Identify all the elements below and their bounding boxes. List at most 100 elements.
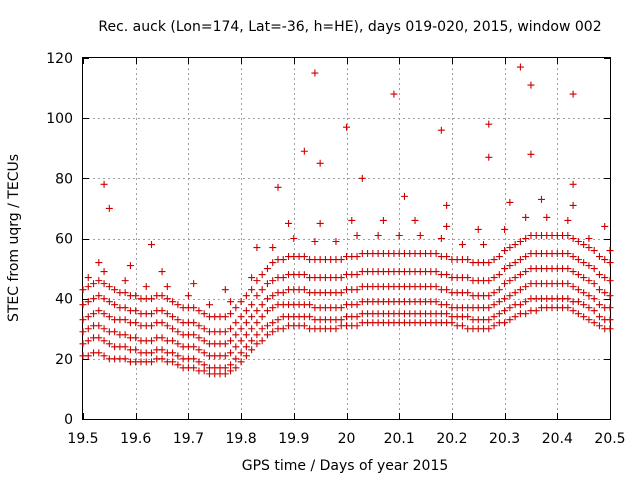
data-point bbox=[464, 274, 472, 282]
data-point bbox=[506, 198, 514, 206]
data-point bbox=[269, 319, 277, 327]
data-point bbox=[242, 343, 250, 351]
data-point bbox=[495, 286, 503, 294]
data-point bbox=[569, 201, 577, 209]
data-point bbox=[205, 301, 213, 309]
data-point bbox=[537, 195, 545, 203]
data-point bbox=[522, 235, 530, 242]
data-point bbox=[148, 310, 156, 318]
data-point bbox=[84, 352, 92, 360]
data-point bbox=[443, 222, 451, 230]
data-point bbox=[221, 313, 229, 321]
data-point bbox=[100, 180, 108, 188]
data-point bbox=[506, 304, 514, 312]
data-point bbox=[258, 271, 266, 279]
data-point bbox=[274, 183, 282, 191]
data-point bbox=[84, 283, 92, 291]
data-point bbox=[595, 313, 603, 321]
data-point bbox=[248, 286, 256, 294]
data-point bbox=[595, 253, 603, 261]
data-point bbox=[337, 304, 345, 312]
data-point bbox=[148, 241, 156, 249]
data-point bbox=[174, 328, 182, 336]
data-point bbox=[501, 247, 509, 255]
data-point bbox=[132, 346, 140, 354]
data-point bbox=[332, 325, 340, 333]
data-point bbox=[564, 295, 572, 303]
data-point bbox=[227, 361, 235, 369]
data-point bbox=[332, 238, 340, 246]
data-point bbox=[300, 286, 308, 294]
data-point bbox=[490, 274, 498, 282]
data-point bbox=[121, 316, 129, 324]
data-point bbox=[227, 325, 235, 333]
data-point bbox=[448, 319, 456, 327]
data-point bbox=[601, 274, 609, 282]
y-tick-label: 120 bbox=[46, 51, 73, 67]
data-point bbox=[501, 307, 509, 315]
data-point bbox=[121, 355, 129, 363]
data-point bbox=[248, 325, 256, 333]
data-point bbox=[184, 292, 192, 300]
data-point bbox=[353, 271, 361, 279]
x-tick-label: 19.8 bbox=[226, 431, 257, 447]
data-point bbox=[237, 298, 245, 306]
data-point bbox=[601, 289, 609, 297]
data-point bbox=[121, 289, 129, 297]
data-point bbox=[569, 283, 577, 291]
data-point bbox=[601, 222, 609, 230]
data-point bbox=[279, 325, 287, 333]
data-point bbox=[158, 292, 166, 300]
data-point bbox=[506, 262, 514, 270]
data-point bbox=[253, 307, 261, 315]
data-point bbox=[574, 310, 582, 318]
data-point bbox=[269, 277, 277, 285]
data-point bbox=[511, 289, 519, 297]
data-point bbox=[511, 274, 519, 282]
data-point bbox=[237, 349, 245, 357]
data-point bbox=[132, 307, 140, 315]
data-point bbox=[253, 277, 261, 285]
data-point bbox=[485, 316, 493, 324]
data-point bbox=[585, 244, 593, 252]
data-point bbox=[606, 316, 614, 324]
data-point bbox=[348, 216, 356, 224]
data-point bbox=[574, 298, 582, 306]
data-point bbox=[485, 120, 493, 128]
data-point bbox=[490, 301, 498, 309]
data-point bbox=[79, 316, 87, 324]
data-point bbox=[522, 268, 530, 276]
x-tick-label: 19.5 bbox=[67, 431, 98, 447]
data-point bbox=[258, 286, 266, 294]
data-point bbox=[464, 289, 472, 297]
data-point bbox=[606, 292, 614, 300]
data-point bbox=[522, 253, 530, 261]
data-point bbox=[564, 304, 572, 312]
data-point bbox=[174, 316, 182, 324]
data-point bbox=[306, 301, 314, 309]
data-point bbox=[221, 340, 229, 348]
data-point bbox=[495, 253, 503, 261]
data-point bbox=[269, 244, 277, 252]
data-point bbox=[279, 274, 287, 282]
data-point bbox=[121, 277, 129, 285]
data-point bbox=[506, 277, 514, 285]
data-point bbox=[163, 295, 171, 303]
data-point bbox=[121, 331, 129, 339]
data-point bbox=[132, 319, 140, 327]
data-point bbox=[606, 304, 614, 312]
chart-title: Rec. auck (Lon=174, Lat=-36, h=HE), days… bbox=[98, 19, 601, 35]
data-point bbox=[232, 355, 240, 363]
data-point bbox=[595, 286, 603, 294]
data-point bbox=[543, 213, 551, 221]
axis-ticks: 0 20 40 60 80 100 120 19.5 19.6 19.7 19.8 19.9 20 20.… bbox=[46, 51, 625, 447]
data-point bbox=[564, 216, 572, 224]
data-point bbox=[564, 231, 572, 239]
data-point bbox=[263, 280, 271, 288]
data-point bbox=[227, 367, 235, 375]
data-point bbox=[590, 295, 598, 303]
data-point bbox=[290, 235, 298, 242]
data-point bbox=[337, 274, 345, 282]
y-tick-label: 20 bbox=[55, 352, 73, 368]
data-point bbox=[522, 298, 530, 306]
